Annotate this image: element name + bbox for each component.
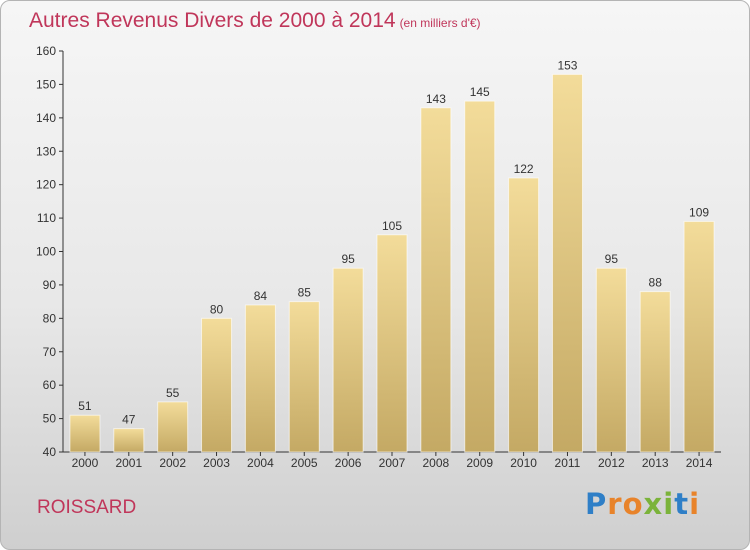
bar-2001 (113, 428, 145, 453)
chart-title: Autres Revenus Divers de 2000 à 2014 (en … (29, 9, 481, 33)
y-tick-label: 150 (36, 77, 56, 91)
value-label: 88 (649, 276, 663, 290)
y-tick-label: 50 (43, 412, 57, 426)
bar-2009 (464, 100, 496, 453)
value-label: 122 (514, 162, 534, 176)
value-label: 109 (689, 205, 709, 219)
value-label: 95 (341, 252, 355, 266)
value-label: 145 (470, 85, 490, 99)
x-tick-label: 2005 (291, 456, 318, 470)
x-tick-label: 2006 (335, 456, 362, 470)
bar-2004 (244, 304, 276, 453)
x-tick-label: 2008 (423, 456, 450, 470)
y-tick-label: 110 (37, 211, 56, 225)
chart-x-ticks: 2000 2001 2002 2003 2004 2005 2006 2007 2008 2009… (72, 452, 713, 470)
x-tick-label: 2003 (203, 456, 230, 470)
value-label: 84 (254, 289, 268, 303)
bar-2010 (508, 177, 540, 453)
x-tick-label: 2004 (247, 456, 274, 470)
value-label: 47 (122, 413, 136, 427)
x-tick-label: 2007 (379, 456, 406, 470)
y-tick-label: 40 (43, 445, 57, 459)
y-tick-label: 70 (43, 345, 57, 359)
y-tick-label: 100 (36, 245, 56, 259)
x-tick-label: 2000 (72, 456, 99, 470)
proxiti-logo: Proxiti (585, 487, 701, 521)
chart-unit: (en milliers d'€) (399, 16, 481, 30)
x-tick-label: 2011 (555, 456, 581, 470)
bar-2002 (157, 401, 189, 453)
value-label: 105 (382, 219, 402, 233)
bar-2012 (595, 267, 627, 453)
bar-2014 (683, 220, 715, 453)
value-label: 55 (166, 386, 180, 400)
x-tick-label: 2010 (510, 456, 537, 470)
bar-2003 (201, 317, 233, 453)
x-tick-label: 2001 (115, 456, 142, 470)
y-tick-label: 120 (36, 178, 56, 192)
value-label: 95 (605, 252, 619, 266)
chart-bars (69, 73, 715, 453)
chart-y-ticks: 40 50 60 70 80 90 100 110 120 130 140 150 160 (36, 44, 63, 459)
value-label: 153 (557, 58, 577, 72)
chart-value-labels: 51 47 55 80 84 85 95 105 143 145 122 153 95 88 109 (78, 58, 709, 426)
y-tick-label: 160 (36, 44, 56, 58)
bar-2000 (69, 414, 101, 453)
y-tick-label: 130 (36, 144, 56, 158)
y-tick-label: 60 (43, 378, 57, 392)
x-tick-label: 2013 (642, 456, 669, 470)
chart-title-text: Autres Revenus Divers de 2000 à 2014 (29, 9, 396, 32)
value-label: 51 (78, 399, 92, 413)
x-tick-label: 2014 (686, 456, 713, 470)
town-name: ROISSARD (37, 497, 137, 518)
bar-2008 (420, 107, 452, 453)
y-tick-label: 80 (43, 311, 57, 325)
bar-2007 (376, 234, 408, 453)
bar-2011 (551, 73, 583, 453)
value-label: 85 (298, 286, 312, 300)
y-tick-label: 90 (43, 278, 57, 292)
bar-2013 (639, 291, 671, 453)
value-label: 143 (426, 92, 446, 106)
y-tick-label: 140 (36, 111, 56, 125)
bar-2006 (332, 267, 364, 453)
value-label: 80 (210, 302, 224, 316)
x-tick-label: 2002 (159, 456, 186, 470)
x-tick-label: 2012 (598, 456, 625, 470)
bar-2005 (288, 301, 320, 453)
x-tick-label: 2009 (466, 456, 493, 470)
